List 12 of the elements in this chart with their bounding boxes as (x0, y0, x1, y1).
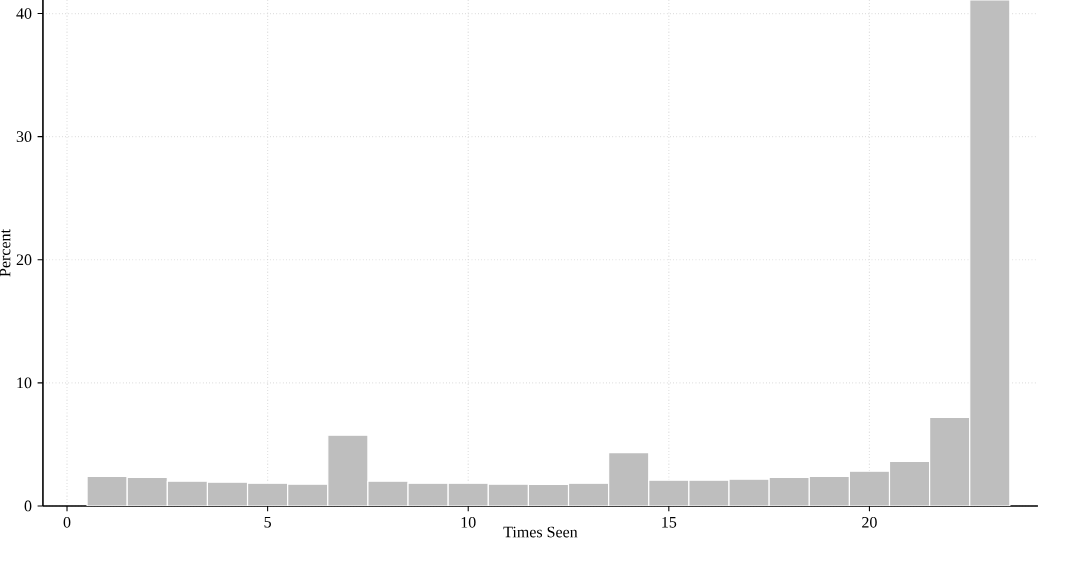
y-tick-label: 0 (24, 500, 32, 512)
y-tick-label: 40 (16, 8, 32, 19)
x-tick-label: 0 (63, 516, 71, 528)
x-axis-title: Times Seen (503, 526, 578, 538)
y-tick-label: 30 (16, 131, 32, 143)
y-tick-label: 10 (17, 377, 32, 389)
x-tick-label: 20 (862, 516, 877, 528)
x-tick-label: 5 (264, 516, 271, 528)
x-tick-label: 10 (461, 516, 476, 528)
y-axis-title: Percent (0, 229, 11, 277)
x-tick-label: 15 (662, 516, 677, 528)
y-tick-label: 20 (16, 254, 32, 266)
